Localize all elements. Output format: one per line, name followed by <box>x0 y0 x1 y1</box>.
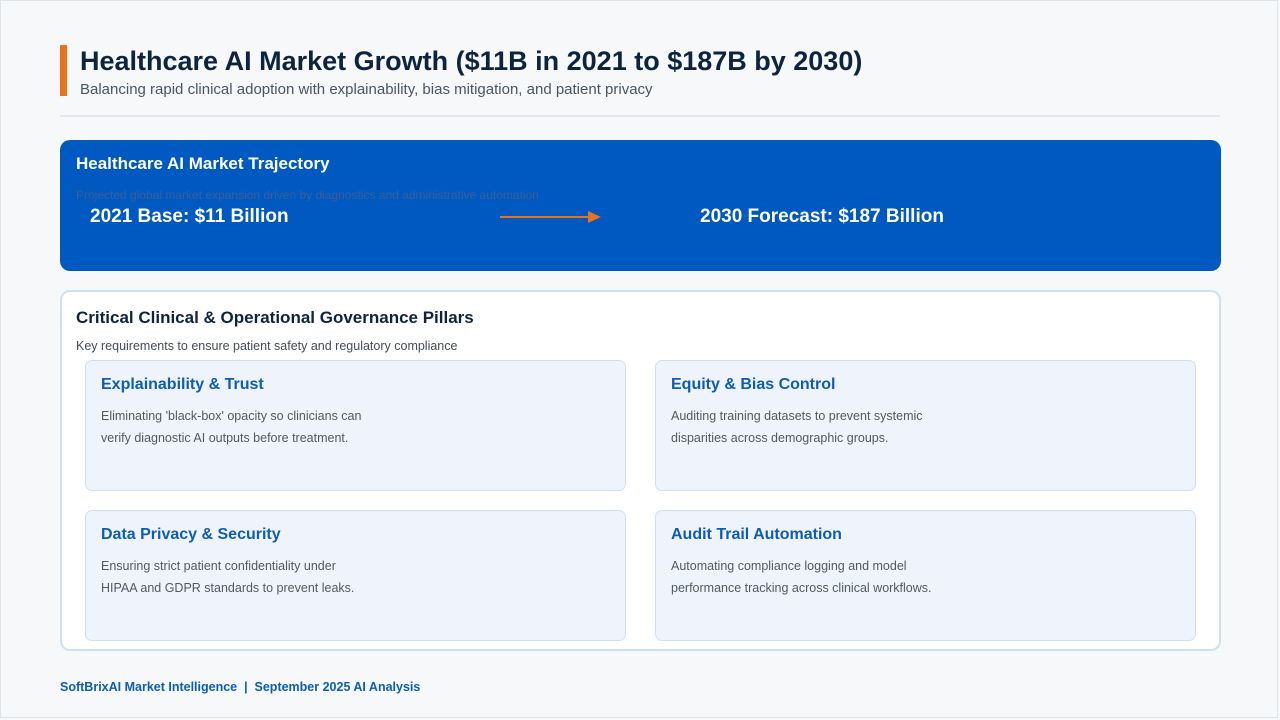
pillar-card-explainability: Explainability & Trust Eliminating 'blac… <box>85 360 626 491</box>
pillar-card-equity: Equity & Bias Control Auditing training … <box>655 360 1196 491</box>
market-trajectory-panel: Healthcare AI Market Trajectory Projecte… <box>60 140 1221 271</box>
pillar-card-body: Eliminating 'black-box' opacity so clini… <box>101 409 362 445</box>
pillar-card-title: Equity & Bias Control <box>671 376 836 393</box>
pillars-title: Critical Clinical & Operational Governan… <box>76 308 474 327</box>
pillar-card-body: Auditing training datasets to prevent sy… <box>671 409 923 445</box>
trajectory-title: Healthcare AI Market Trajectory <box>76 154 330 173</box>
pillar-card-title: Explainability & Trust <box>101 376 264 393</box>
forecast-value-label: 2030 Forecast: $187 Billion <box>700 206 944 227</box>
pillars-subtitle: Key requirements to ensure patient safet… <box>76 339 458 353</box>
pillar-card-title: Data Privacy & Security <box>101 526 281 543</box>
footer-credit: SoftBrixAI Market Intelligence | Septemb… <box>60 680 421 694</box>
page-title: Healthcare AI Market Growth ($11B in 202… <box>80 46 863 76</box>
pillar-card-body: Automating compliance logging and model … <box>671 559 932 595</box>
governance-pillars-panel: Critical Clinical & Operational Governan… <box>60 290 1221 651</box>
page-subtitle: Balancing rapid clinical adoption with e… <box>80 81 653 98</box>
pillar-card-title: Audit Trail Automation <box>671 526 842 543</box>
arrow-right-icon <box>500 211 601 223</box>
pillar-card-body: Ensuring strict patient confidentiality … <box>101 559 355 595</box>
base-value-label: 2021 Base: $11 Billion <box>90 206 289 227</box>
pillar-card-privacy: Data Privacy & Security Ensuring strict … <box>85 510 626 641</box>
pillar-card-audit: Audit Trail Automation Automating compli… <box>655 510 1196 641</box>
title-accent-bar <box>60 45 67 96</box>
header-divider <box>60 115 1220 117</box>
trajectory-subtitle: Projected global market expansion driven… <box>76 188 539 202</box>
